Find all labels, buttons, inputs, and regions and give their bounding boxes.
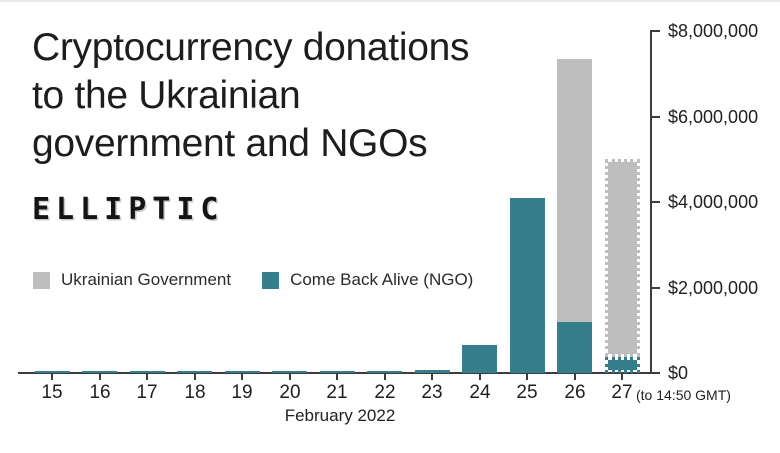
bar-17-come-back-alive <box>130 371 165 373</box>
chart-title-line-1: Cryptocurrency donations <box>32 26 470 69</box>
x-tick-label: 26 <box>564 382 586 403</box>
bar-27-come-back-alive <box>605 357 640 373</box>
x-tick <box>336 374 338 380</box>
x-tick-label: 19 <box>231 382 253 403</box>
x-tick-label: 24 <box>469 382 491 403</box>
bar-24-come-back-alive <box>462 345 497 373</box>
bar-27-ukrainian-government <box>605 159 640 357</box>
x-tick-label: 15 <box>41 382 63 403</box>
top-border <box>0 0 780 2</box>
x-tick-label: 18 <box>184 382 206 403</box>
elliptic-logo: ELLIPTIC <box>32 192 225 227</box>
y-tick <box>652 287 660 289</box>
legend-item-come-back-alive-ngo: Come Back Alive (NGO) <box>262 270 473 290</box>
x-axis-line <box>18 372 652 374</box>
bar-25-come-back-alive <box>510 198 545 373</box>
y-tick <box>652 30 660 32</box>
bar-21-come-back-alive <box>320 371 355 373</box>
x-tick <box>526 374 528 380</box>
x-tick-label: 17 <box>136 382 158 403</box>
x-tick <box>479 374 481 380</box>
x-tick <box>384 374 386 380</box>
chart-title-line-2: to the Ukrainian <box>32 74 301 117</box>
bar-26-ukrainian-government <box>557 59 592 322</box>
time-note: (to 14:50 GMT) <box>636 387 731 403</box>
legend-label: Ukrainian Government <box>61 270 232 289</box>
y-tick-label: $8,000,000 <box>668 21 759 41</box>
x-tick <box>289 374 291 380</box>
bar-22-come-back-alive <box>367 371 402 373</box>
y-axis-line <box>650 30 652 374</box>
x-tick-label: 22 <box>374 382 396 403</box>
bar-19-come-back-alive <box>225 371 260 373</box>
legend-label: Come Back Alive (NGO) <box>290 270 474 289</box>
x-tick-label: 16 <box>89 382 111 403</box>
bar-15-come-back-alive <box>35 371 70 373</box>
x-tick <box>146 374 148 380</box>
x-tick <box>51 374 53 380</box>
legend: Ukrainian Government Come Back Alive (NGO… <box>33 270 473 290</box>
x-tick-label: 27 <box>611 382 633 403</box>
x-tick <box>621 374 623 380</box>
y-tick-label: $4,000,000 <box>668 192 759 212</box>
x-tick <box>574 374 576 380</box>
bar-16-come-back-alive <box>82 371 117 373</box>
x-axis-title: February 2022 <box>284 406 396 425</box>
y-tick <box>652 372 660 374</box>
y-tick-label: $6,000,000 <box>668 107 759 127</box>
x-tick <box>431 374 433 380</box>
y-tick-label: $0 <box>668 363 689 383</box>
bar-18-come-back-alive <box>177 371 212 373</box>
legend-swatch <box>33 271 50 289</box>
x-tick-label: 23 <box>421 382 443 403</box>
y-tick-label: $2,000,000 <box>668 278 759 298</box>
x-tick-label: 20 <box>279 382 301 403</box>
chart-title: Cryptocurrency donations to the Ukrainia… <box>32 24 469 168</box>
y-tick <box>652 116 660 118</box>
bar-26-come-back-alive <box>557 322 592 373</box>
x-tick <box>241 374 243 380</box>
x-tick <box>99 374 101 380</box>
x-tick-label: 21 <box>326 382 348 403</box>
bar-20-come-back-alive <box>272 371 307 373</box>
legend-swatch <box>262 271 280 289</box>
bar-23-come-back-alive <box>415 370 450 373</box>
legend-item-ukrainian-government: Ukrainian Government <box>33 270 231 290</box>
y-tick <box>652 201 660 203</box>
x-tick-label: 25 <box>516 382 538 403</box>
chart-title-line-3: government and NGOs <box>32 122 428 165</box>
x-tick <box>194 374 196 380</box>
